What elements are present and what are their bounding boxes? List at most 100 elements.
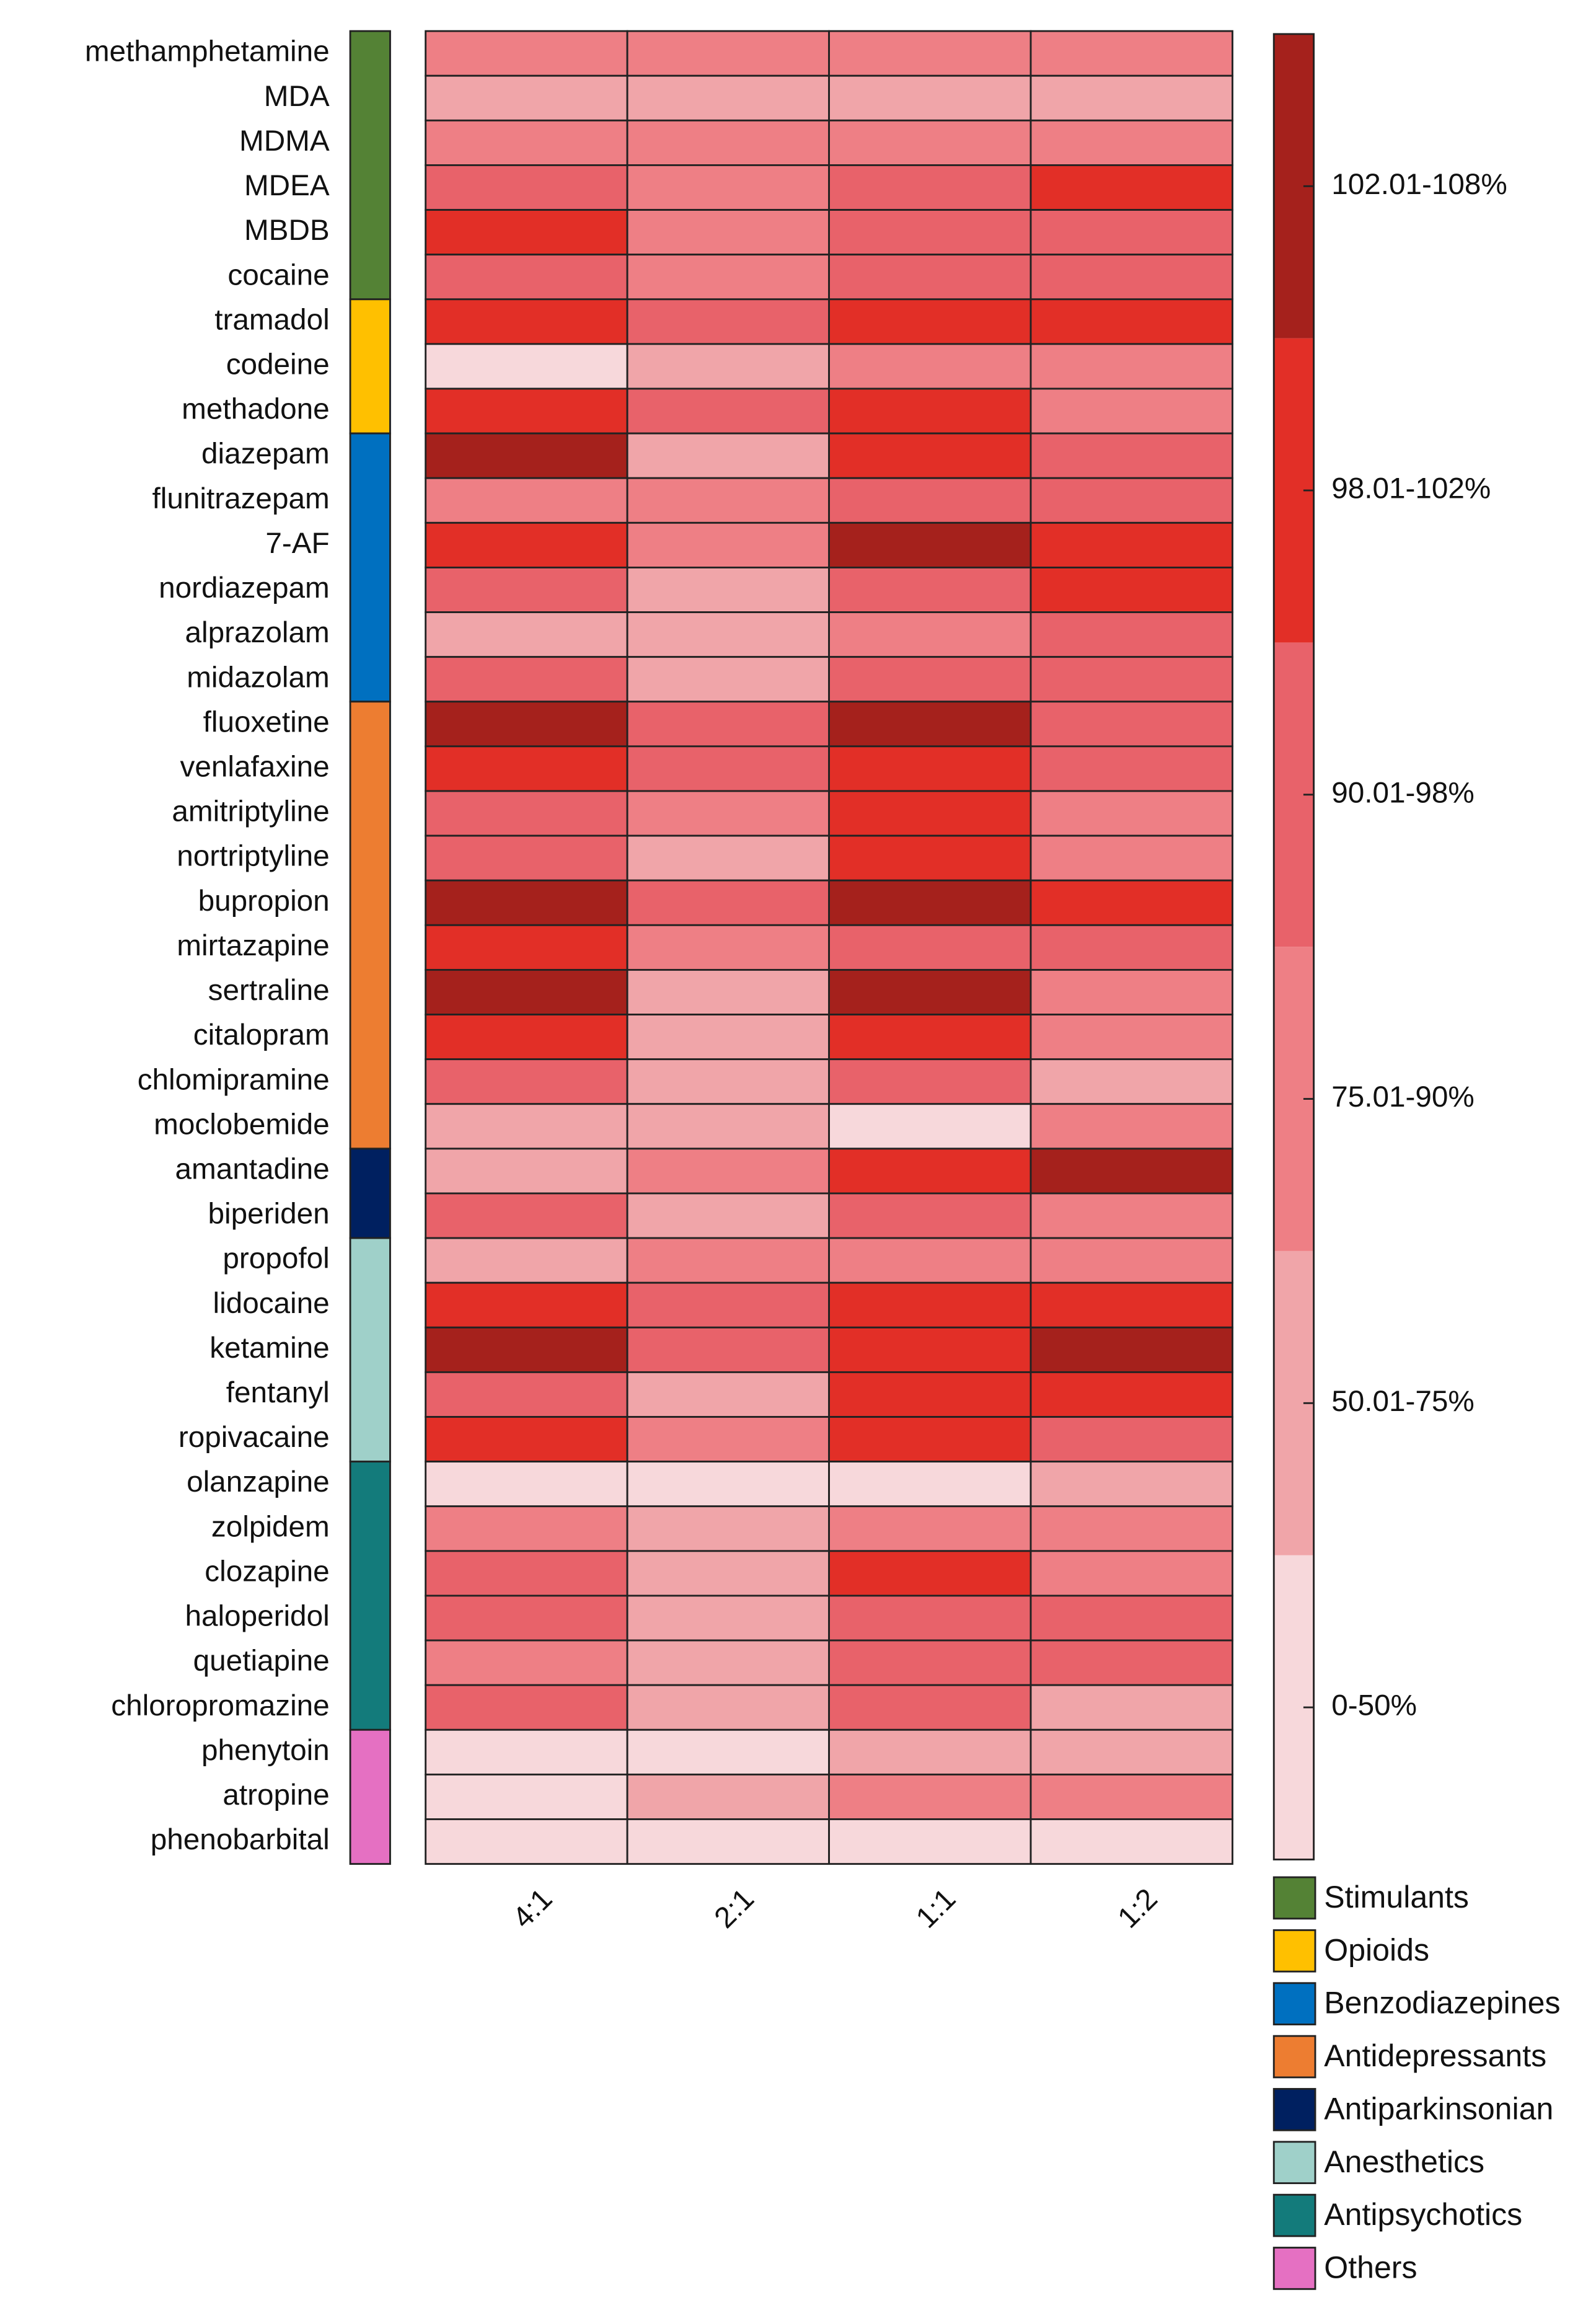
legend-label: Benzodiazepines xyxy=(1324,1986,1560,2020)
heatmap-cell xyxy=(828,790,1032,837)
heatmap-cell xyxy=(1029,1684,1233,1731)
legend-label: Stimulants xyxy=(1324,1880,1469,1914)
row-label: mirtazapine xyxy=(177,929,329,962)
row-label: nortriptyline xyxy=(177,840,329,873)
legend-swatch xyxy=(1272,2247,1316,2290)
group-bar xyxy=(349,432,391,703)
row-label: amantadine xyxy=(175,1152,330,1185)
heatmap-cell xyxy=(1029,1103,1233,1150)
heatmap-cell xyxy=(1029,164,1233,211)
heatmap-cell xyxy=(828,164,1032,211)
heatmap-cell xyxy=(425,1103,628,1150)
heatmap-cell xyxy=(828,1103,1032,1150)
heatmap-cell xyxy=(425,701,628,748)
heatmap-cell xyxy=(828,1416,1032,1463)
heatmap-cell xyxy=(626,1639,830,1686)
group-bar xyxy=(349,1728,391,1865)
row-label: citalopram xyxy=(193,1019,330,1051)
heatmap-cell xyxy=(626,343,830,390)
heatmap-cell xyxy=(425,1192,628,1239)
heatmap-cell xyxy=(828,1639,1032,1686)
row-label: methamphetamine xyxy=(85,35,330,68)
heatmap-cell xyxy=(1029,477,1233,524)
heatmap-cell xyxy=(425,790,628,837)
heatmap-cell xyxy=(1029,924,1233,971)
heatmap-cell xyxy=(828,1461,1032,1508)
heatmap-cell xyxy=(425,477,628,524)
heatmap-cell xyxy=(1029,1371,1233,1418)
heatmap-cell xyxy=(425,343,628,390)
heatmap-cell xyxy=(626,1505,830,1552)
column-label: 4:1 xyxy=(506,1882,558,1934)
row-label: diazepam xyxy=(201,438,330,471)
group-bar xyxy=(349,701,391,1150)
row-label: cocaine xyxy=(227,259,329,291)
row-label: amitriptyline xyxy=(172,795,329,828)
heatmap-cell xyxy=(425,1237,628,1284)
heatmap-cell xyxy=(626,521,830,568)
heatmap-cell xyxy=(425,1684,628,1731)
heatmap-cell xyxy=(425,1281,628,1329)
heatmap-cell xyxy=(425,298,628,345)
legend-label: Anesthetics xyxy=(1324,2144,1484,2179)
row-label: sertraline xyxy=(208,974,330,1007)
heatmap-cell xyxy=(828,254,1032,301)
heatmap-cell xyxy=(626,254,830,301)
legend-swatch xyxy=(1272,1876,1316,1920)
colorbar-label: 102.01-108% xyxy=(1331,168,1507,201)
heatmap-cell xyxy=(626,1461,830,1508)
heatmap-cell xyxy=(626,1148,830,1195)
heatmap-cell xyxy=(626,1237,830,1284)
heatmap-cell xyxy=(1029,1326,1233,1373)
heatmap-cell xyxy=(425,209,628,256)
row-label: 7-AF xyxy=(265,527,329,560)
colorbar-label: 0-50% xyxy=(1331,1689,1417,1722)
colorbar-label: 75.01-90% xyxy=(1331,1081,1475,1113)
heatmap-cell xyxy=(1029,74,1233,122)
column-label: 1:2 xyxy=(1111,1882,1163,1934)
heatmap-cell xyxy=(1029,790,1233,837)
heatmap-cell xyxy=(626,834,830,882)
heatmap-cell xyxy=(828,387,1032,435)
heatmap-cell xyxy=(1029,879,1233,926)
heatmap-cell xyxy=(626,209,830,256)
legend-swatch xyxy=(1272,2141,1316,2185)
row-label: propofol xyxy=(223,1242,329,1275)
row-label: phenobarbital xyxy=(151,1823,330,1856)
heatmap-cell xyxy=(425,1014,628,1061)
row-label: haloperidol xyxy=(185,1600,329,1633)
heatmap-cell xyxy=(828,1595,1032,1642)
heatmap-cell xyxy=(828,968,1032,1015)
heatmap-cell xyxy=(1029,30,1233,77)
heatmap-cell xyxy=(425,1148,628,1195)
row-label: ketamine xyxy=(209,1332,329,1365)
heatmap-cell xyxy=(828,477,1032,524)
row-label: codeine xyxy=(226,348,330,381)
heatmap-cell xyxy=(1029,1595,1233,1642)
heatmap-cell xyxy=(626,1728,830,1776)
row-label: phenytoin xyxy=(201,1734,330,1767)
row-label: lidocaine xyxy=(213,1287,330,1320)
heatmap-cell xyxy=(626,1818,830,1865)
heatmap-cell xyxy=(1029,1416,1233,1463)
heatmap-cell xyxy=(828,30,1032,77)
heatmap-cell xyxy=(1029,1550,1233,1597)
colorbar-label: 90.01-98% xyxy=(1331,776,1475,809)
heatmap-cell xyxy=(425,1818,628,1865)
heatmap-cell xyxy=(828,701,1032,748)
row-label: fentanyl xyxy=(226,1376,330,1409)
heatmap-cell xyxy=(828,924,1032,971)
heatmap-cell xyxy=(626,745,830,792)
row-label: tramadol xyxy=(214,303,329,336)
heatmap-cell xyxy=(626,119,830,166)
heatmap-cell xyxy=(1029,1461,1233,1508)
heatmap-cell xyxy=(828,745,1032,792)
heatmap-cell xyxy=(828,1505,1032,1552)
row-label: zolpidem xyxy=(211,1510,330,1543)
heatmap-cell xyxy=(828,1684,1032,1731)
heatmap-cell xyxy=(425,1595,628,1642)
row-label: flunitrazepam xyxy=(152,482,330,515)
row-label: bupropion xyxy=(198,885,330,918)
heatmap-cell xyxy=(425,566,628,613)
legend-label: Antiparkinsonian xyxy=(1324,2091,1553,2126)
